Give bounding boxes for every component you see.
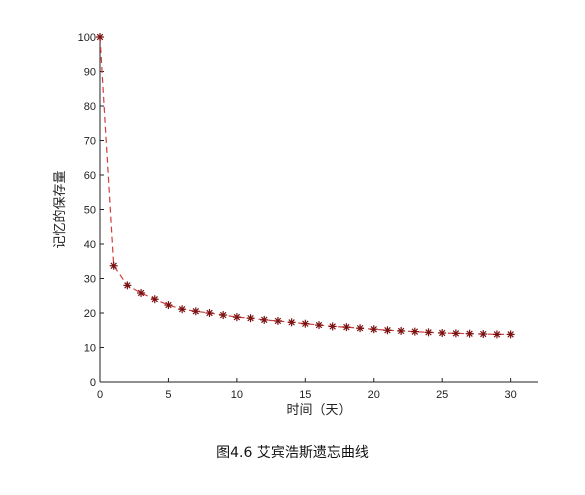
marker-stroke: [397, 327, 405, 335]
marker-stroke: [247, 314, 254, 322]
marker-stroke: [425, 329, 432, 336]
x-tick-label: 0: [97, 389, 103, 401]
marker-stroke: [480, 330, 487, 338]
data-point-marker: [96, 33, 104, 41]
data-point-marker: [410, 327, 419, 336]
x-tick-label: 20: [368, 389, 380, 401]
marker-stroke: [329, 323, 336, 330]
marker-stroke: [192, 308, 200, 315]
y-tick-label: 90: [84, 67, 96, 79]
marker-stroke: [178, 305, 186, 313]
y-tick-label: 40: [84, 239, 96, 251]
data-point-marker: [328, 322, 337, 331]
data-point-marker: [383, 326, 392, 335]
marker-stroke: [466, 330, 473, 337]
figure-caption: 图4.6 艾宾浩斯遗忘曲线: [216, 445, 369, 461]
marker-stroke: [411, 328, 419, 335]
data-point-marker: [424, 328, 433, 337]
marker-stroke: [288, 319, 295, 326]
data-point-marker: [301, 319, 310, 328]
x-tick-label: 5: [165, 389, 171, 401]
y-tick-label: 60: [84, 170, 96, 182]
data-point-marker: [315, 321, 323, 330]
axes: [99, 37, 538, 383]
data-point-marker: [219, 311, 228, 320]
y-axis-label: 记忆的保存量: [52, 170, 68, 248]
marker-stroke: [384, 327, 391, 334]
data-point-marker: [438, 329, 447, 338]
x-axis-label: 时间（天）: [286, 403, 351, 418]
marker-stroke: [452, 330, 460, 337]
x-tick-label: 10: [231, 389, 243, 401]
marker-stroke: [151, 295, 158, 303]
data-point-marker: [205, 309, 214, 317]
marker-stroke: [315, 321, 323, 329]
data-point-marker: [287, 318, 296, 327]
marker-stroke: [110, 262, 117, 269]
series-line: [99, 36, 511, 335]
marker-stroke: [96, 33, 104, 41]
data-point-marker: [164, 301, 173, 310]
data-point-marker: [273, 316, 282, 325]
data-point-marker: [178, 305, 187, 314]
data-point-marker: [451, 329, 460, 338]
data-point-marker: [191, 307, 200, 316]
y-tick-label: 80: [84, 101, 96, 113]
y-tick-label: 100: [78, 32, 96, 44]
data-point-marker: [369, 325, 378, 334]
y-tick-label: 30: [84, 274, 96, 286]
marker-stroke: [343, 323, 350, 331]
data-point-marker: [465, 329, 474, 338]
y-tick-label: 0: [90, 377, 96, 389]
marker-stroke: [219, 311, 227, 319]
data-point-marker: [150, 295, 159, 304]
y-axis-ticks: 0 10 20 30 40 50 60 70 80 90 100: [78, 32, 104, 389]
marker-stroke: [438, 329, 446, 337]
marker-stroke: [356, 324, 364, 332]
y-tick-label: 70: [84, 136, 96, 148]
series-markers: [96, 33, 515, 339]
x-axis-ticks: 0 5 10 15 20 25 30: [97, 378, 517, 401]
marker-stroke: [507, 331, 514, 338]
data-point-marker: [342, 323, 351, 332]
y-tick-label: 10: [84, 343, 96, 355]
x-tick-label: 30: [505, 389, 517, 401]
marker-stroke: [206, 309, 213, 317]
data-point-marker: [506, 330, 515, 339]
marker-stroke: [137, 289, 145, 297]
marker-stroke: [124, 282, 131, 289]
x-tick-label: 25: [436, 389, 448, 401]
marker-stroke: [274, 317, 282, 325]
x-tick-label: 15: [299, 389, 311, 401]
marker-stroke: [370, 325, 377, 333]
marker-stroke: [302, 320, 309, 327]
data-point-marker: [123, 281, 132, 290]
y-tick-label: 50: [84, 205, 96, 217]
marker-stroke: [261, 316, 268, 324]
forgetting-curve-chart: 0 10 20 30 40 50 60 70 80 90 100 0 5 10 15 20 25 30 时间（天…: [52, 32, 538, 418]
y-tick-label: 20: [84, 308, 96, 320]
data-point-marker: [232, 313, 241, 322]
marker-stroke: [165, 301, 172, 309]
marker-stroke: [233, 313, 241, 321]
data-point-marker: [246, 314, 255, 323]
data-point-marker: [260, 315, 269, 324]
data-point-marker: [356, 324, 365, 333]
data-point-marker: [397, 326, 406, 335]
data-point-marker: [137, 288, 146, 297]
data-point-marker: [492, 330, 501, 339]
data-point-marker: [479, 330, 488, 339]
marker-stroke: [493, 331, 501, 338]
data-point-marker: [109, 261, 118, 270]
